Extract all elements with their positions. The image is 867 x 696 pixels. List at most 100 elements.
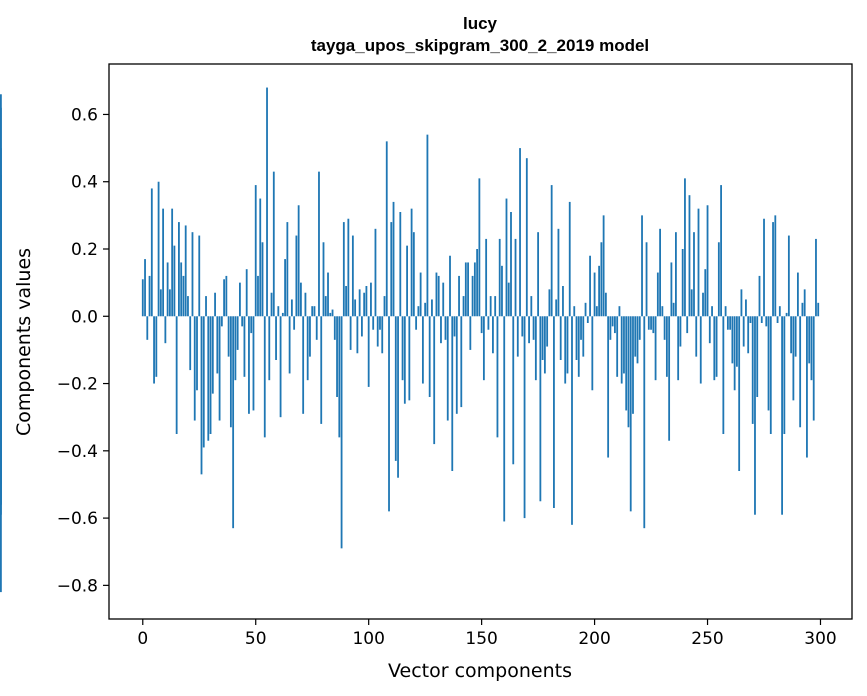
bar — [227, 316, 230, 357]
bar — [568, 201, 571, 317]
bar — [713, 316, 716, 381]
bar — [632, 316, 634, 414]
bar — [781, 316, 783, 515]
bar — [711, 306, 713, 317]
bar — [351, 235, 354, 317]
bar — [216, 316, 219, 374]
bar — [611, 316, 614, 327]
bar — [776, 316, 779, 323]
bar — [799, 316, 802, 428]
bar — [437, 275, 440, 317]
bar — [541, 316, 544, 360]
bar — [0, 316, 2, 411]
bar — [467, 262, 469, 317]
bar — [616, 316, 619, 377]
bar — [686, 316, 689, 334]
bar — [207, 316, 210, 441]
bar — [141, 279, 144, 317]
bar — [815, 238, 817, 317]
bar — [173, 245, 176, 317]
bar — [345, 286, 347, 317]
bar — [385, 141, 388, 317]
bar — [376, 316, 379, 347]
bar — [146, 316, 149, 340]
bar — [180, 262, 183, 317]
bar — [476, 249, 479, 317]
bar — [320, 316, 323, 424]
bar — [699, 316, 702, 384]
bars-group — [0, 87, 820, 593]
bar — [501, 265, 503, 317]
bar — [530, 296, 533, 317]
bar — [171, 208, 174, 317]
bar — [695, 316, 698, 357]
bar — [469, 316, 472, 350]
bar — [193, 316, 196, 421]
bar — [812, 316, 815, 421]
bar — [399, 212, 402, 317]
bar — [257, 275, 259, 317]
bar — [618, 306, 621, 317]
bar — [304, 292, 307, 317]
bar — [363, 292, 366, 317]
bar — [286, 222, 289, 317]
bar — [295, 235, 298, 317]
bar — [740, 289, 743, 317]
bar — [758, 275, 761, 317]
bar — [575, 316, 578, 360]
bar — [715, 316, 718, 377]
bar — [187, 296, 189, 317]
bar — [785, 312, 788, 317]
bar — [288, 316, 291, 374]
bar — [168, 289, 171, 317]
bar — [0, 316, 2, 340]
bar — [381, 316, 384, 354]
bar — [218, 316, 221, 421]
bar — [528, 316, 530, 344]
bar — [354, 299, 357, 317]
bar — [347, 218, 350, 317]
bar — [433, 316, 436, 445]
bar — [645, 242, 648, 317]
bar — [697, 208, 700, 317]
bar — [297, 205, 300, 317]
bar — [690, 289, 693, 317]
bar — [428, 316, 431, 397]
bar — [252, 316, 255, 411]
bar — [309, 316, 311, 357]
x-tick-label: 0 — [137, 629, 148, 649]
bar — [482, 316, 485, 381]
bar — [0, 205, 2, 317]
bar — [202, 316, 205, 448]
chart-title: lucy — [463, 14, 498, 33]
bar — [397, 316, 399, 478]
bar — [451, 316, 454, 471]
bar — [196, 316, 198, 391]
y-tick-label: 0.0 — [71, 307, 98, 327]
bar — [566, 316, 569, 374]
bar — [358, 289, 361, 317]
bar — [331, 309, 334, 317]
bar — [614, 316, 616, 334]
bar — [175, 316, 178, 434]
y-tick-label: −0.8 — [57, 576, 98, 596]
bar — [672, 302, 675, 317]
bar — [275, 316, 277, 360]
bar — [241, 316, 244, 327]
bar — [415, 316, 418, 330]
bar — [817, 302, 820, 317]
bar — [808, 316, 811, 364]
x-tick-label: 150 — [465, 629, 497, 649]
bar — [361, 316, 363, 337]
y-tick-label: −0.6 — [57, 509, 98, 529]
bar — [342, 222, 345, 317]
bar — [379, 316, 381, 330]
bar — [272, 171, 275, 317]
bar — [521, 316, 524, 337]
bar — [225, 275, 228, 317]
bar — [663, 316, 666, 340]
bar — [532, 316, 535, 340]
bar — [796, 272, 799, 317]
bar — [471, 275, 474, 317]
